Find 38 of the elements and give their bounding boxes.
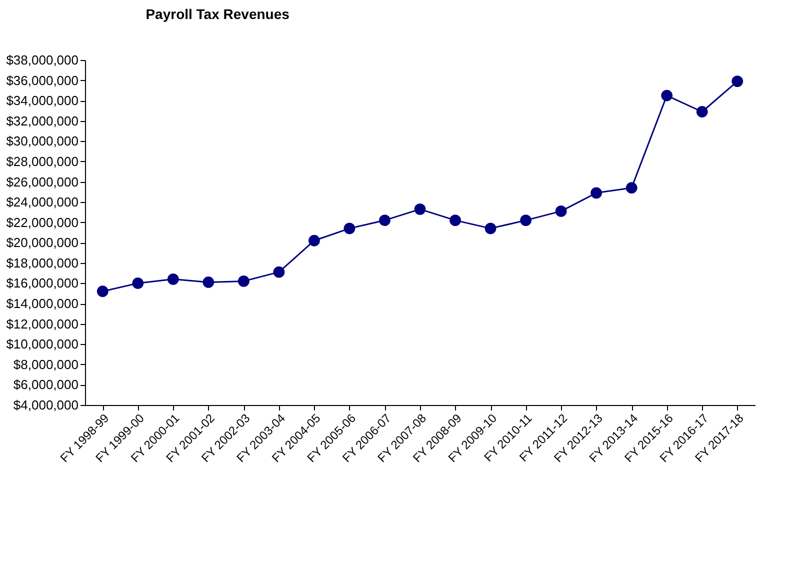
y-tick-label: $28,000,000 — [6, 154, 78, 169]
y-tick-label: $10,000,000 — [6, 336, 78, 352]
point — [626, 182, 638, 194]
point — [520, 214, 532, 226]
point — [379, 214, 390, 226]
point — [202, 276, 214, 288]
point — [273, 266, 285, 278]
point — [132, 278, 144, 289]
y-tick-label: $14,000,000 — [6, 296, 78, 312]
y-tick-label: $32,000,000 — [6, 113, 78, 128]
y-tick-label: $24,000,000 — [6, 194, 78, 210]
chart-title: Payroll Tax Revenues — [146, 6, 290, 22]
y-tick-label: $26,000,000 — [6, 174, 78, 190]
point — [555, 206, 567, 217]
point — [167, 273, 179, 285]
point — [732, 76, 744, 87]
point — [414, 203, 426, 215]
y-tick-label: $20,000,000 — [6, 235, 78, 250]
y-tick-label: $6,000,000 — [13, 377, 78, 392]
point — [450, 214, 461, 226]
point — [590, 187, 602, 199]
point — [308, 234, 320, 246]
y-tick-label: $8,000,000 — [13, 356, 78, 372]
y-tick-label: $38,000,000 — [6, 52, 78, 68]
y-tick-label: $12,000,000 — [6, 316, 78, 332]
point — [96, 286, 108, 298]
y-tick-label: $22,000,000 — [6, 214, 78, 230]
y-tick-label: $36,000,000 — [6, 72, 78, 88]
y-tick-label: $18,000,000 — [6, 255, 78, 270]
point — [661, 90, 673, 102]
point — [238, 276, 250, 287]
y-tick-label: $30,000,000 — [6, 134, 78, 149]
point — [344, 222, 356, 234]
point — [484, 222, 496, 234]
y-tick-label: $34,000,000 — [6, 93, 78, 108]
point — [696, 106, 708, 118]
y-tick-label: $16,000,000 — [6, 276, 78, 291]
y-tick-label: $4,000,000 — [13, 398, 78, 412]
